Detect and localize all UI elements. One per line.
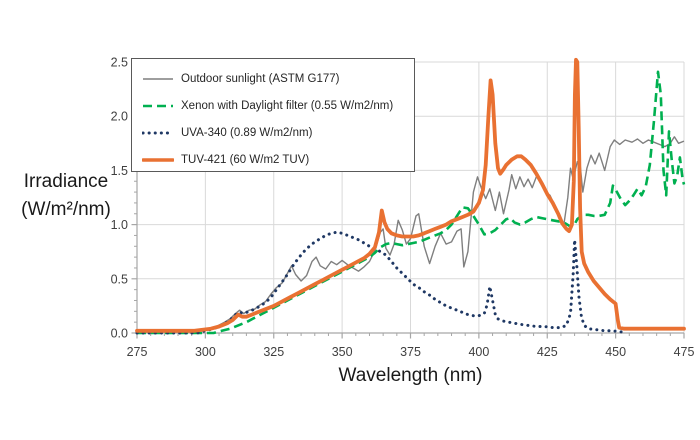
x-tick-label: 325 [263,345,284,359]
x-tick-label: 300 [195,345,216,359]
legend: Outdoor sunlight (ASTM G177) Xenon with … [131,58,415,172]
series-outdoor-sunlight [137,136,685,333]
x-axis-title: Wavelength (nm) [338,365,483,386]
x-tick-label: 450 [605,345,626,359]
legend-item-uva-340: UVA-340 (0.89 W/m2/nm) [142,120,404,146]
x-tick-label: 350 [332,345,353,359]
legend-item-tuv-421: TUV-421 (60 W/m2 TUV) [142,147,404,173]
x-tick-label: 275 [127,345,148,359]
x-tick-label: 400 [468,345,489,359]
y-tick-label: 0.5 [111,272,128,286]
y-tick-label: 2.0 [111,110,128,124]
legend-item-xenon-daylight: Xenon with Daylight filter (0.55 W/m2/nm… [142,93,404,119]
series-uva-340 [135,230,623,335]
y-axis-title-line2: (W/m²/nm) [21,199,111,220]
legend-line-sample-tuv-421 [142,158,174,162]
y-tick-label: 1.5 [111,164,128,178]
legend-line-sample-xenon-daylight [143,104,173,108]
legend-item-outdoor-sunlight: Outdoor sunlight (ASTM G177) [142,66,404,92]
y-axis-title: Irradiance (W/m²/nm) [0,168,132,224]
legend-line-sample-uva-340 [142,131,174,135]
y-tick-label: 0.0 [111,327,128,341]
x-tick-label: 475 [674,345,695,359]
legend-label-outdoor-sunlight: Outdoor sunlight (ASTM G177) [181,73,340,85]
legend-label-uva-340: UVA-340 (0.89 W/m2/nm) [181,127,313,139]
y-tick-label: 1.0 [111,218,128,232]
x-tick-label: 425 [537,345,558,359]
y-tick-label: 2.5 [111,56,128,70]
x-tick-label: 375 [400,345,421,359]
legend-line-sample-outdoor-sunlight [143,78,173,80]
series-tuv-421 [135,57,686,333]
y-axis-title-line1: Irradiance [23,171,109,192]
legend-label-tuv-421: TUV-421 (60 W/m2 TUV) [181,154,310,166]
legend-label-xenon-daylight: Xenon with Daylight filter (0.55 W/m2/nm… [181,100,394,112]
